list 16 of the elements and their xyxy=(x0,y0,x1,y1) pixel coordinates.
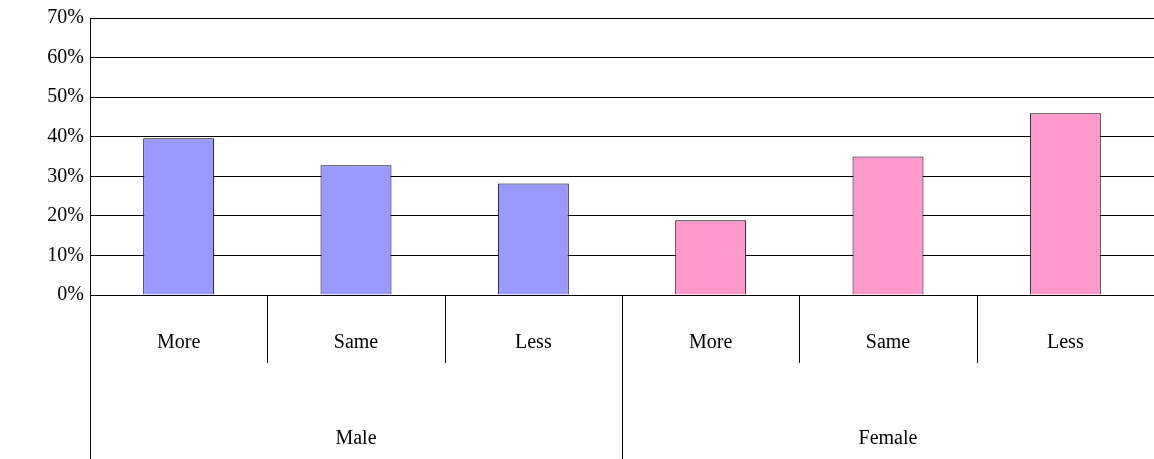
y-tick-label: 40% xyxy=(47,123,84,146)
y-tick-label: 60% xyxy=(47,44,84,67)
x-tick-label: Same xyxy=(865,330,911,353)
x-tick-label: Less xyxy=(1047,330,1084,353)
text: Female xyxy=(858,426,918,449)
y-tick-label: 30% xyxy=(47,163,84,186)
y-tick-label: 20% xyxy=(47,203,84,226)
x-tick-label: More xyxy=(689,330,733,353)
y-tick-label: 0% xyxy=(57,282,84,305)
y-tick-label: 10% xyxy=(47,242,84,265)
x-tick-label: Less xyxy=(515,330,552,353)
text: Male xyxy=(335,426,377,449)
x-tick-label: Same xyxy=(333,330,379,353)
y-tick-label: 50% xyxy=(47,84,84,107)
y-tick-label: 70% xyxy=(47,5,84,28)
x-tick-label: More xyxy=(157,330,201,353)
